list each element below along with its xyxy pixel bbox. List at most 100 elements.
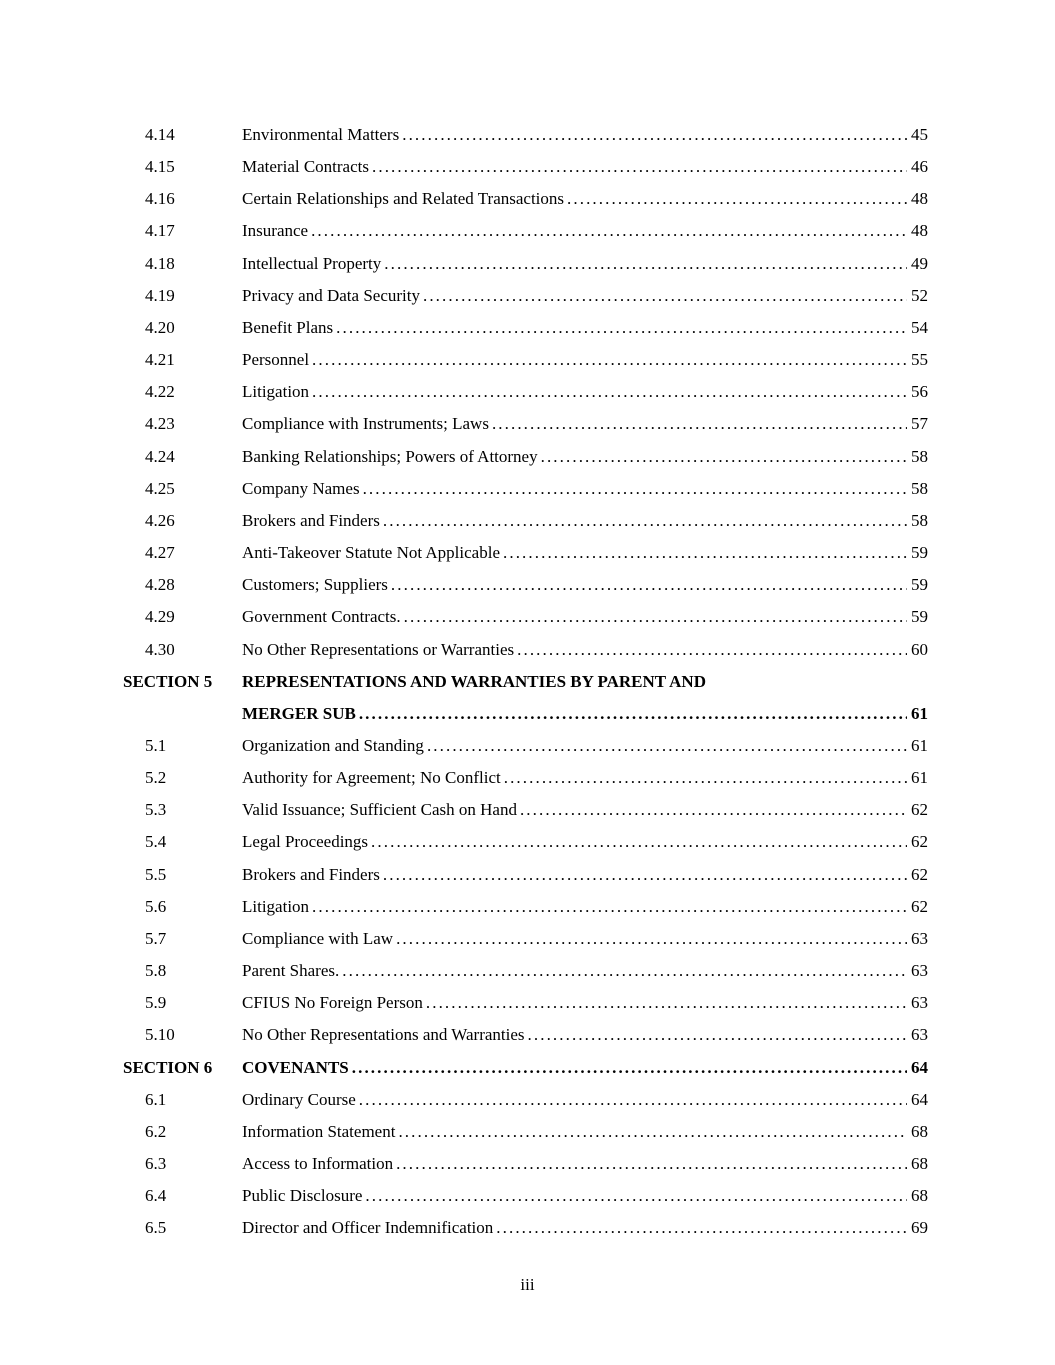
toc-section-line: SECTION 5 REPRESENTATIONS AND WARRANTIES … — [123, 666, 928, 698]
toc-entry-page: 48 — [911, 221, 928, 241]
dot-leader: ........................................… — [358, 703, 907, 723]
toc-entry-title: Organization and Standing — [242, 735, 424, 755]
toc-entry-page: 58 — [911, 478, 928, 498]
toc-entry-page: 55 — [911, 350, 928, 370]
toc-entry-title: Anti-Takeover Statute Not Applicable — [242, 543, 500, 563]
toc-entry-title: Environmental Matters — [242, 125, 400, 144]
dot-leader: ........................................… — [372, 157, 907, 177]
toc-entry-page: 59 — [911, 543, 928, 563]
toc-entry: 4.16 Certain Relationships and Related Tr… — [123, 183, 928, 215]
toc-entry-title: Material Contracts — [242, 157, 369, 177]
dot-leader: ........................................… — [312, 350, 907, 370]
toc-entry-title: Parent Shares. — [242, 961, 340, 981]
toc-entry-number: 4.24 — [145, 446, 175, 466]
toc-entries: 4.14 Environmental Matters...............… — [123, 119, 928, 1244]
toc-entry-number: 4.19 — [145, 285, 175, 305]
toc-entry-title: Insurance — [242, 221, 309, 241]
toc-entry-title: Customers; Suppliers — [242, 575, 388, 595]
toc-section-line: MERGER SUB..............................… — [123, 698, 928, 730]
toc-entry-page: 64 — [911, 1057, 928, 1077]
dot-leader: ........................................… — [491, 414, 907, 434]
toc-entry: 5.8 Parent Shares........................… — [123, 955, 928, 987]
toc-entry-page: 63 — [911, 928, 928, 948]
toc-section-label: SECTION 6 — [123, 1057, 213, 1077]
toc-entry: 4.17 Insurance...........................… — [123, 215, 928, 247]
toc-entry-title: Legal Proceedings — [242, 832, 369, 852]
toc-entry-page: 59 — [911, 607, 928, 627]
toc-entry: 5.10 No Other Representations and Warrant… — [123, 1019, 928, 1051]
toc-entry-title: Brokers and Finders — [242, 510, 380, 530]
toc-entry-title: Compliance with Instruments; Laws — [242, 414, 489, 434]
toc-entry-number: 4.15 — [145, 157, 175, 177]
toc-section-label: SECTION 5 — [123, 671, 213, 691]
toc-entry: 4.28 Customers; Suppliers................… — [123, 569, 928, 601]
dot-leader: ........................................… — [371, 832, 907, 852]
toc-entry-page: 45 — [911, 125, 928, 144]
toc-entry-page: 68 — [911, 1154, 928, 1173]
toc-entry-number: 5.3 — [145, 800, 167, 820]
dot-leader: ........................................… — [312, 382, 907, 402]
toc-entry: 4.14 Environmental Matters...............… — [123, 119, 928, 151]
toc-entry-number: 6.3 — [145, 1154, 167, 1173]
toc-entry-number: 6.1 — [145, 1089, 167, 1109]
toc-entry-title: Public Disclosure — [242, 1186, 363, 1206]
toc-entry: 4.15 Material Contracts..................… — [123, 151, 928, 183]
toc-entry-number: 4.26 — [145, 510, 175, 530]
dot-leader: ........................................… — [396, 1154, 907, 1173]
toc-entry: 6.3 Access to Information................… — [123, 1148, 928, 1180]
toc-section-heading: SECTION 5 REPRESENTATIONS AND WARRANTIES … — [123, 666, 928, 730]
dot-leader: ........................................… — [382, 510, 907, 530]
toc-section-title: MERGER SUB — [242, 703, 356, 723]
toc-entry-title: No Other Representations and Warranties — [242, 1025, 525, 1045]
toc-entry: 4.23 Compliance with Instruments; Laws...… — [123, 408, 928, 440]
toc-entry-title: Litigation — [242, 382, 310, 402]
toc-entry-number: 5.4 — [145, 832, 167, 852]
dot-leader: ........................................… — [540, 446, 907, 466]
toc-entry-number: 4.18 — [145, 253, 175, 273]
dot-leader: ........................................… — [517, 639, 907, 659]
toc-entry-title: No Other Representations or Warranties — [242, 639, 515, 659]
page-number-label: iii — [520, 1275, 535, 1294]
toc-entry-page: 62 — [911, 832, 928, 852]
toc-entry-title: Access to Information — [242, 1154, 394, 1173]
dot-leader: ........................................… — [390, 575, 907, 595]
toc-entry-number: 4.30 — [145, 639, 175, 659]
toc-entry: 4.25 Company Names.......................… — [123, 473, 928, 505]
toc-entry-page: 61 — [911, 735, 928, 755]
toc-entry: 5.2 Authority for Agreement; No Conflict.… — [123, 762, 928, 794]
toc-entry-page: 59 — [911, 575, 928, 595]
toc-entry-page: 61 — [911, 703, 928, 723]
toc-entry-page: 62 — [911, 800, 928, 820]
toc-entry-page: 62 — [911, 864, 928, 884]
toc-entry-page: 63 — [911, 993, 928, 1013]
toc-entry-page: 52 — [911, 285, 928, 305]
dot-leader: ........................................… — [503, 543, 907, 563]
dot-leader: ........................................… — [567, 189, 907, 209]
dot-leader: ........................................… — [382, 864, 907, 884]
toc-entry-title: Director and Officer Indemnification — [242, 1218, 494, 1238]
toc-entry-number: 4.22 — [145, 382, 175, 402]
toc-section-line: SECTION 6 COVENANTS......................… — [123, 1052, 928, 1084]
toc-entry: 5.5 Brokers and Finders..................… — [123, 859, 928, 891]
page-number-footer: iii — [0, 1269, 1055, 1301]
dot-leader: ........................................… — [358, 1089, 907, 1109]
dot-leader: ........................................… — [503, 768, 907, 788]
toc-entry: 4.20 Benefit Plans.......................… — [123, 312, 928, 344]
dot-leader: ........................................… — [362, 478, 907, 498]
toc-entry-title: Valid Issuance; Sufficient Cash on Hand — [242, 800, 517, 820]
toc-entry-title: Authority for Agreement; No Conflict — [242, 768, 501, 788]
toc-entry: 5.4 Legal Proceedings....................… — [123, 826, 928, 858]
toc-entry: 5.6 Litigation...........................… — [123, 891, 928, 923]
toc-entry-title: Benefit Plans — [242, 317, 334, 337]
toc-entry-number: 4.21 — [145, 350, 175, 370]
toc-entry-number: 5.6 — [145, 896, 167, 916]
toc-entry: 4.18 Intellectual Property...............… — [123, 248, 928, 280]
toc-entry-number: 4.29 — [145, 607, 175, 627]
toc-entry-number: 5.8 — [145, 961, 167, 981]
dot-leader: ........................................… — [365, 1186, 907, 1206]
dot-leader: ........................................… — [402, 125, 907, 144]
toc-entry-page: 61 — [911, 768, 928, 788]
dot-leader: ........................................… — [403, 607, 907, 627]
toc-entry: 4.27 Anti-Takeover Statute Not Applicable… — [123, 537, 928, 569]
